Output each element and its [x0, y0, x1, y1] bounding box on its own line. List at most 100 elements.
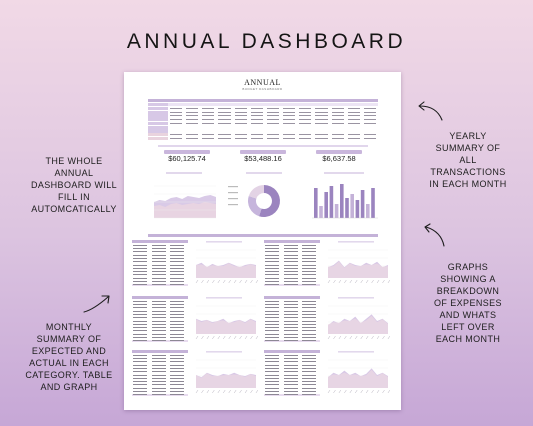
summary-cell	[249, 126, 265, 129]
summary-cell	[362, 129, 378, 132]
summary-cell	[281, 111, 297, 114]
summary-row-label	[148, 133, 168, 137]
monthly-table-row	[132, 367, 188, 370]
callout-graphs: GRAPHS SHOWING A BREAKDOWN OF EXPENSES A…	[414, 261, 522, 345]
summary-cell	[330, 118, 346, 121]
summary-cell	[249, 107, 265, 110]
summary-cell	[184, 122, 200, 125]
monthly-table-row	[264, 254, 320, 257]
summary-cell	[200, 129, 216, 132]
income-vs-expense-chart	[148, 170, 220, 226]
monthly-table-row	[264, 244, 320, 247]
monthly-table-row	[132, 264, 188, 267]
summary-row	[148, 114, 378, 118]
summary-cell	[313, 126, 329, 129]
callout-line: CATEGORY. TABLE	[25, 370, 113, 380]
callout-line: FILL IN	[58, 192, 90, 202]
monthly-table-header	[132, 350, 188, 353]
left-over-bar-chart	[312, 172, 378, 219]
summary-cell	[346, 137, 362, 140]
monthly-table-row	[132, 280, 188, 283]
kpi-bar	[240, 150, 286, 154]
summary-cell	[346, 126, 362, 129]
monthly-table-row	[132, 251, 188, 254]
bar	[350, 194, 354, 218]
monthly-table-row	[132, 323, 188, 326]
callout-line: ANNUAL	[54, 168, 94, 178]
page-headline: ANNUAL DASHBOARD	[126, 30, 407, 53]
summary-cell	[184, 114, 200, 117]
monthly-table-row	[132, 310, 188, 313]
arrow-icon	[418, 101, 443, 121]
donut-slice	[247, 196, 262, 217]
monthly-table-header	[132, 296, 188, 299]
summary-cell	[168, 122, 184, 125]
dashboard-sheet: ANNUAL BUDGET DASHBOARD $60,125.74 $53,4…	[124, 72, 401, 410]
monthly-table-row	[132, 380, 188, 383]
summary-row	[148, 121, 378, 126]
summary-cell	[200, 114, 216, 117]
summary-cell	[265, 129, 281, 132]
monthly-table-row	[264, 323, 320, 326]
monthly-category-chart	[327, 297, 390, 340]
summary-cell	[346, 114, 362, 117]
summary-cell	[297, 129, 313, 132]
summary-cell	[313, 129, 329, 132]
monthly-table-row	[264, 277, 320, 280]
summary-cell	[313, 111, 329, 114]
summary-cell	[313, 107, 329, 110]
monthly-category-chart	[195, 297, 258, 340]
monthly-table-row	[132, 326, 188, 329]
summary-cell	[216, 107, 232, 110]
monthly-table-row	[264, 261, 320, 264]
arrow-icon	[83, 295, 110, 313]
kpi-income: $60,125.74	[168, 154, 206, 163]
monthly-table-row	[132, 387, 188, 390]
summary-cell	[184, 126, 200, 129]
summary-cell	[168, 103, 184, 106]
monthly-table-row	[264, 357, 320, 360]
summary-row	[148, 118, 378, 122]
monthly-table-row	[264, 264, 320, 267]
summary-cell	[313, 133, 329, 136]
summary-cell	[362, 122, 378, 125]
monthly-table-row	[264, 390, 320, 393]
monthly-table-row	[132, 374, 188, 377]
monthly-table-row	[264, 310, 320, 313]
callout-line: SUMMARY OF	[36, 334, 102, 344]
summary-cell	[168, 126, 184, 129]
summary-cell	[249, 111, 265, 114]
summary-cell	[233, 103, 249, 106]
monthly-category-chart	[195, 241, 258, 284]
summary-cell	[330, 103, 346, 106]
summary-cell	[297, 118, 313, 121]
monthly-table-row	[132, 274, 188, 277]
summary-cell	[216, 122, 232, 125]
monthly-category-chart	[327, 241, 390, 284]
callout-monthly-summary: MONTHLY SUMMARY OF EXPECTED AND ACTUAL I…	[14, 321, 124, 393]
summary-cell	[297, 107, 313, 110]
monthly-table-row	[132, 300, 188, 303]
monthly-table-row	[264, 364, 320, 367]
summary-cell	[330, 137, 346, 140]
summary-cell	[216, 133, 232, 136]
summary-cell	[330, 111, 346, 114]
summary-cell	[233, 122, 249, 125]
bar	[355, 200, 360, 218]
summary-row-label	[148, 114, 168, 118]
callout-line: GRAPHS	[447, 262, 489, 272]
callout-line: TRANSACTIONS	[430, 167, 506, 177]
monthly-category-table	[132, 296, 188, 346]
summary-cell	[184, 137, 200, 140]
summary-cell	[233, 111, 249, 114]
callout-yearly-summary: YEARLY SUMMARY OF ALL TRANSACTIONS IN EA…	[414, 130, 522, 190]
bar	[366, 204, 370, 218]
callout-line: BREAKDOWN	[436, 286, 500, 296]
summary-row	[148, 110, 378, 114]
bar	[334, 204, 339, 218]
summary-cell	[265, 114, 281, 117]
summary-cell	[168, 114, 184, 117]
monthly-table-row	[132, 390, 188, 393]
monthly-table-row	[132, 317, 188, 320]
monthly-table-row	[132, 303, 188, 306]
